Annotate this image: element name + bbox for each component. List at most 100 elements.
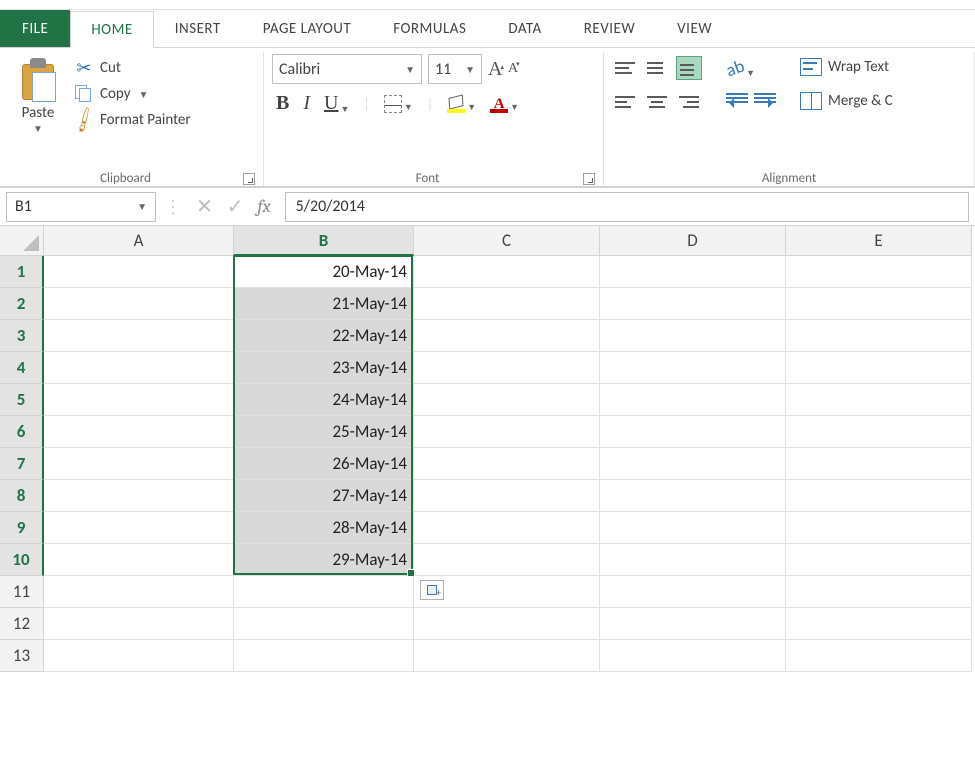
cell-D2[interactable] [600, 288, 786, 320]
cut-button[interactable]: ✂ Cut [74, 58, 191, 78]
cell-B2[interactable]: 21-May-14 [234, 288, 414, 320]
clipboard-dialog-launcher[interactable] [243, 173, 255, 185]
wrap-text-button[interactable]: Wrap Text [800, 58, 893, 76]
cell-A4[interactable] [44, 352, 234, 384]
cell-C13[interactable] [414, 640, 600, 672]
align-left-button[interactable] [612, 90, 638, 114]
cell-C8[interactable] [414, 480, 600, 512]
cell-C4[interactable] [414, 352, 600, 384]
font-size-select[interactable]: 11 ▼ [428, 54, 482, 84]
tab-page-layout[interactable]: PAGE LAYOUT [242, 10, 372, 47]
tab-file[interactable]: FILE [0, 10, 70, 47]
cell-D5[interactable] [600, 384, 786, 416]
row-header-6[interactable]: 6 [0, 416, 44, 448]
cell-A11[interactable] [44, 576, 234, 608]
cell-B8[interactable]: 27-May-14 [234, 480, 414, 512]
merge-center-button[interactable]: Merge & C [800, 92, 893, 110]
row-header-11[interactable]: 11 [0, 576, 44, 608]
cell-B7[interactable]: 26-May-14 [234, 448, 414, 480]
autofill-options-button[interactable]: + [420, 580, 444, 600]
cancel-formula-button[interactable]: ✕ [196, 194, 213, 219]
row-header-2[interactable]: 2 [0, 288, 44, 320]
cell-E11[interactable] [786, 576, 972, 608]
font-name-select[interactable]: Calibri ▼ [272, 54, 422, 84]
cell-E3[interactable] [786, 320, 972, 352]
font-color-button[interactable]: A ▼ [490, 95, 519, 113]
align-middle-button[interactable] [644, 56, 670, 80]
cell-A1[interactable] [44, 256, 234, 288]
cell-B1[interactable]: 20-May-14 [234, 256, 414, 288]
fill-color-button[interactable]: ▼ [447, 95, 476, 113]
cell-D4[interactable] [600, 352, 786, 384]
cell-B12[interactable] [234, 608, 414, 640]
row-header-7[interactable]: 7 [0, 448, 44, 480]
tab-data[interactable]: DATA [487, 10, 562, 47]
tab-formulas[interactable]: FORMULAS [372, 10, 487, 47]
cell-E5[interactable] [786, 384, 972, 416]
column-header-E[interactable]: E [786, 226, 972, 256]
cell-E7[interactable] [786, 448, 972, 480]
column-header-B[interactable]: B [234, 226, 414, 256]
tab-insert[interactable]: INSERT [154, 10, 242, 47]
cell-C2[interactable] [414, 288, 600, 320]
cell-E10[interactable] [786, 544, 972, 576]
align-bottom-button[interactable] [676, 56, 702, 80]
cell-A12[interactable] [44, 608, 234, 640]
cell-B10[interactable]: 29-May-14 [234, 544, 414, 576]
cell-A10[interactable] [44, 544, 234, 576]
cell-A6[interactable] [44, 416, 234, 448]
cell-C3[interactable] [414, 320, 600, 352]
row-header-8[interactable]: 8 [0, 480, 44, 512]
cell-D13[interactable] [600, 640, 786, 672]
cell-B5[interactable]: 24-May-14 [234, 384, 414, 416]
cell-C10[interactable] [414, 544, 600, 576]
orientation-button[interactable]: ab ▼ [726, 57, 755, 79]
row-header-13[interactable]: 13 [0, 640, 44, 672]
cell-A9[interactable] [44, 512, 234, 544]
align-center-button[interactable] [644, 90, 670, 114]
cell-C12[interactable] [414, 608, 600, 640]
cell-D9[interactable] [600, 512, 786, 544]
cell-C6[interactable] [414, 416, 600, 448]
decrease-font-size-button[interactable]: A▾ [508, 61, 522, 77]
cell-B13[interactable] [234, 640, 414, 672]
tab-view[interactable]: VIEW [656, 10, 733, 47]
spreadsheet-grid[interactable]: ABCDE 120-May-14221-May-14322-May-14423-… [0, 226, 975, 672]
tab-home[interactable]: HOME [70, 11, 153, 48]
bold-button[interactable]: B [276, 92, 289, 115]
cell-E13[interactable] [786, 640, 972, 672]
decrease-indent-button[interactable] [726, 93, 748, 111]
cell-A8[interactable] [44, 480, 234, 512]
cell-D12[interactable] [600, 608, 786, 640]
column-header-A[interactable]: A [44, 226, 234, 256]
cell-B9[interactable]: 28-May-14 [234, 512, 414, 544]
cell-E1[interactable] [786, 256, 972, 288]
row-header-12[interactable]: 12 [0, 608, 44, 640]
cell-D6[interactable] [600, 416, 786, 448]
paste-dropdown-caret[interactable]: ▼ [33, 122, 43, 135]
row-header-1[interactable]: 1 [0, 256, 44, 288]
insert-function-button[interactable]: fx [258, 196, 271, 217]
cell-B6[interactable]: 25-May-14 [234, 416, 414, 448]
cell-D8[interactable] [600, 480, 786, 512]
cell-A5[interactable] [44, 384, 234, 416]
cell-A7[interactable] [44, 448, 234, 480]
cell-D11[interactable] [600, 576, 786, 608]
formula-bar-input[interactable]: 5/20/2014 [285, 192, 969, 222]
cell-E9[interactable] [786, 512, 972, 544]
increase-font-size-button[interactable]: A▴ [488, 58, 506, 81]
column-header-C[interactable]: C [414, 226, 600, 256]
cell-C5[interactable] [414, 384, 600, 416]
align-right-button[interactable] [676, 90, 702, 114]
row-header-4[interactable]: 4 [0, 352, 44, 384]
row-header-9[interactable]: 9 [0, 512, 44, 544]
format-painter-button[interactable]: 🖌 Format Painter [74, 110, 191, 130]
borders-button[interactable]: ▼ [384, 95, 413, 113]
row-header-5[interactable]: 5 [0, 384, 44, 416]
cell-A13[interactable] [44, 640, 234, 672]
cell-B11[interactable] [234, 576, 414, 608]
cell-A3[interactable] [44, 320, 234, 352]
select-all-corner[interactable] [0, 226, 44, 256]
font-dialog-launcher[interactable] [583, 173, 595, 185]
cell-B4[interactable]: 23-May-14 [234, 352, 414, 384]
